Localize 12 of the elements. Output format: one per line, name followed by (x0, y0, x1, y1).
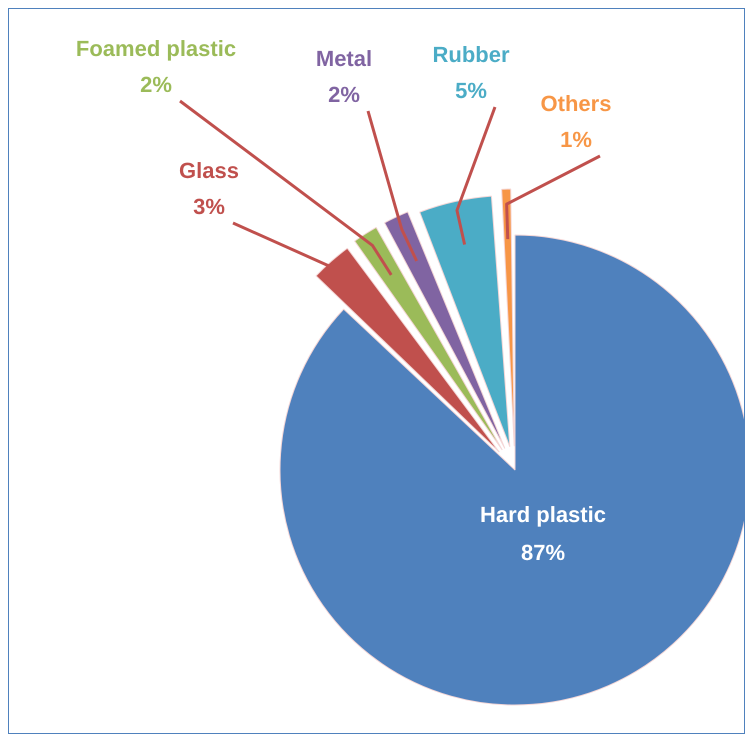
slice-label: Rubber (432, 42, 510, 68)
data-label: 1% (560, 127, 592, 152)
slice-label: Hard plastic (480, 502, 606, 527)
data-label: 5% (455, 78, 487, 104)
data-label: 87% (520, 540, 566, 565)
data-label: 3% (193, 194, 225, 220)
data-label: 2% (328, 82, 360, 108)
slice-label: Metal (316, 46, 372, 72)
slice-label: Foamed plastic (76, 36, 236, 62)
slice-label: Others (540, 91, 612, 116)
slice-label: Glass (179, 158, 239, 184)
data-label: 2% (140, 72, 172, 98)
